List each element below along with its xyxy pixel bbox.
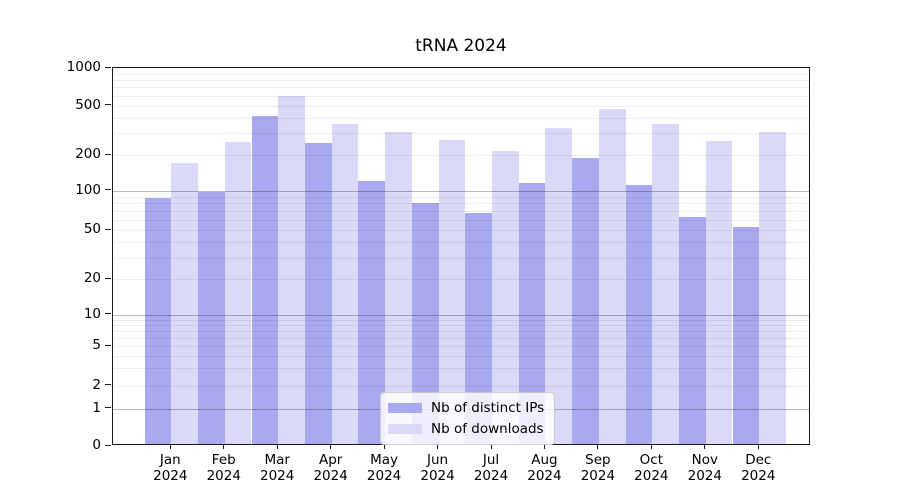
x-tick-label-year: 2024 xyxy=(634,468,669,484)
x-tick-label: Feb 2024 xyxy=(192,452,256,484)
y-tick xyxy=(105,228,111,230)
bar-downloads-dec xyxy=(759,132,786,444)
x-tick-label: Jan 2024 xyxy=(138,452,202,484)
bar-ips-dec xyxy=(732,227,760,444)
x-tick xyxy=(704,445,706,449)
y-tick-label: 10 xyxy=(83,305,101,322)
y-tick xyxy=(105,384,111,386)
x-tick xyxy=(650,445,652,449)
x-tick-label-month: Jun xyxy=(427,452,449,468)
y-tick xyxy=(105,344,111,346)
x-tick-label-year: 2024 xyxy=(687,468,722,484)
legend-item-distinct-ips: Nb of distinct IPs xyxy=(388,400,544,416)
y-tick xyxy=(105,407,111,409)
bar-ips-nov xyxy=(679,216,706,444)
x-tick-label-month: Sep xyxy=(585,452,611,468)
y-tick-label: 100 xyxy=(75,181,101,198)
y-tick-label: 1000 xyxy=(66,59,101,75)
y-tick xyxy=(105,189,111,190)
x-tick-label: Dec 2024 xyxy=(726,452,790,484)
x-tick-label-year: 2024 xyxy=(580,468,616,484)
x-tick-label-month: Aug xyxy=(531,452,558,468)
x-tick-label-month: Feb xyxy=(211,452,236,468)
bar-ips-jan xyxy=(144,197,172,444)
bar-downloads-aug xyxy=(545,127,573,444)
y-tick-label: 20 xyxy=(83,270,101,287)
bar-downloads-apr xyxy=(331,123,359,444)
x-tick-label-year: 2024 xyxy=(153,468,188,484)
bar-downloads-jan xyxy=(171,163,198,444)
x-tick-label-month: Oct xyxy=(639,452,664,468)
x-tick-label-month: Jul xyxy=(482,452,500,468)
x-tick-label-year: 2024 xyxy=(473,468,509,484)
y-tick-label: 200 xyxy=(75,146,101,163)
x-tick-label: Oct 2024 xyxy=(619,452,683,484)
x-tick-label: Sep 2024 xyxy=(566,452,630,484)
bar-downloads-oct xyxy=(652,124,680,444)
x-tick xyxy=(757,445,759,449)
y-tick xyxy=(105,313,111,315)
x-tick-label-year: 2024 xyxy=(313,468,348,484)
x-tick xyxy=(383,445,385,449)
plot-area: Nb of distinct IPs Nb of downloads xyxy=(112,67,810,445)
x-tick-label-month: Jan xyxy=(159,452,181,468)
x-tick-label-year: 2024 xyxy=(420,468,455,484)
x-tick-label-month: Nov xyxy=(691,452,718,468)
x-tick-label: Jul 2024 xyxy=(459,452,523,484)
legend-label: Nb of distinct IPs xyxy=(431,400,545,416)
x-tick-label-year: 2024 xyxy=(366,468,402,484)
bar-downloads-mar xyxy=(278,96,305,444)
x-tick xyxy=(169,445,171,449)
x-tick-label-year: 2024 xyxy=(206,468,241,484)
x-tick xyxy=(597,445,599,449)
x-tick-label: Apr 2024 xyxy=(299,452,363,484)
x-tick-label: Aug 2024 xyxy=(512,452,576,484)
x-tick-label-month: May xyxy=(370,452,399,468)
y-tick xyxy=(105,444,111,446)
x-tick-label: Nov 2024 xyxy=(673,452,737,484)
bar-downloads-feb xyxy=(224,142,252,444)
y-tick-label: 1 xyxy=(92,399,101,416)
y-tick xyxy=(105,153,111,155)
x-tick-label: May 2024 xyxy=(352,452,416,484)
bars-layer xyxy=(113,68,809,444)
bar-downloads-may xyxy=(385,131,412,444)
y-tick-label: 500 xyxy=(75,96,101,113)
x-tick xyxy=(437,445,439,449)
x-tick xyxy=(330,445,332,449)
bar-downloads-nov xyxy=(705,140,733,444)
y-tick-label: 2 xyxy=(92,376,101,393)
y-tick-label: 50 xyxy=(83,221,101,238)
legend-swatch xyxy=(388,403,422,413)
y-tick-label: 0 xyxy=(92,437,101,453)
x-tick xyxy=(490,445,492,449)
chart-title: tRNA 2024 xyxy=(415,36,507,56)
bar-ips-sep xyxy=(572,158,599,444)
x-tick-label-month: Apr xyxy=(318,452,343,468)
x-tick xyxy=(543,445,545,449)
x-tick-label-month: Mar xyxy=(264,452,290,468)
bar-ips-mar xyxy=(251,115,279,444)
bar-downloads-sep xyxy=(598,108,626,444)
y-tick-label: 5 xyxy=(92,337,101,354)
legend-label: Nb of downloads xyxy=(431,421,544,437)
x-tick xyxy=(223,445,225,449)
x-tick-label-year: 2024 xyxy=(527,468,562,484)
y-tick xyxy=(105,104,111,106)
x-tick-label: Mar 2024 xyxy=(245,452,309,484)
x-tick-label-year: 2024 xyxy=(741,468,776,484)
bar-ips-apr xyxy=(304,143,332,444)
legend: Nb of distinct IPs Nb of downloads xyxy=(380,392,556,445)
legend-item-downloads: Nb of downloads xyxy=(388,421,544,437)
x-tick-label: Jun 2024 xyxy=(406,452,470,484)
legend-swatch xyxy=(388,424,422,434)
bar-ips-feb xyxy=(198,192,225,444)
x-tick xyxy=(276,445,278,449)
x-tick-label-year: 2024 xyxy=(260,468,295,484)
y-tick xyxy=(105,66,111,68)
y-tick xyxy=(105,277,111,279)
bar-ips-oct xyxy=(625,184,653,444)
x-tick-label-month: Dec xyxy=(745,452,772,468)
